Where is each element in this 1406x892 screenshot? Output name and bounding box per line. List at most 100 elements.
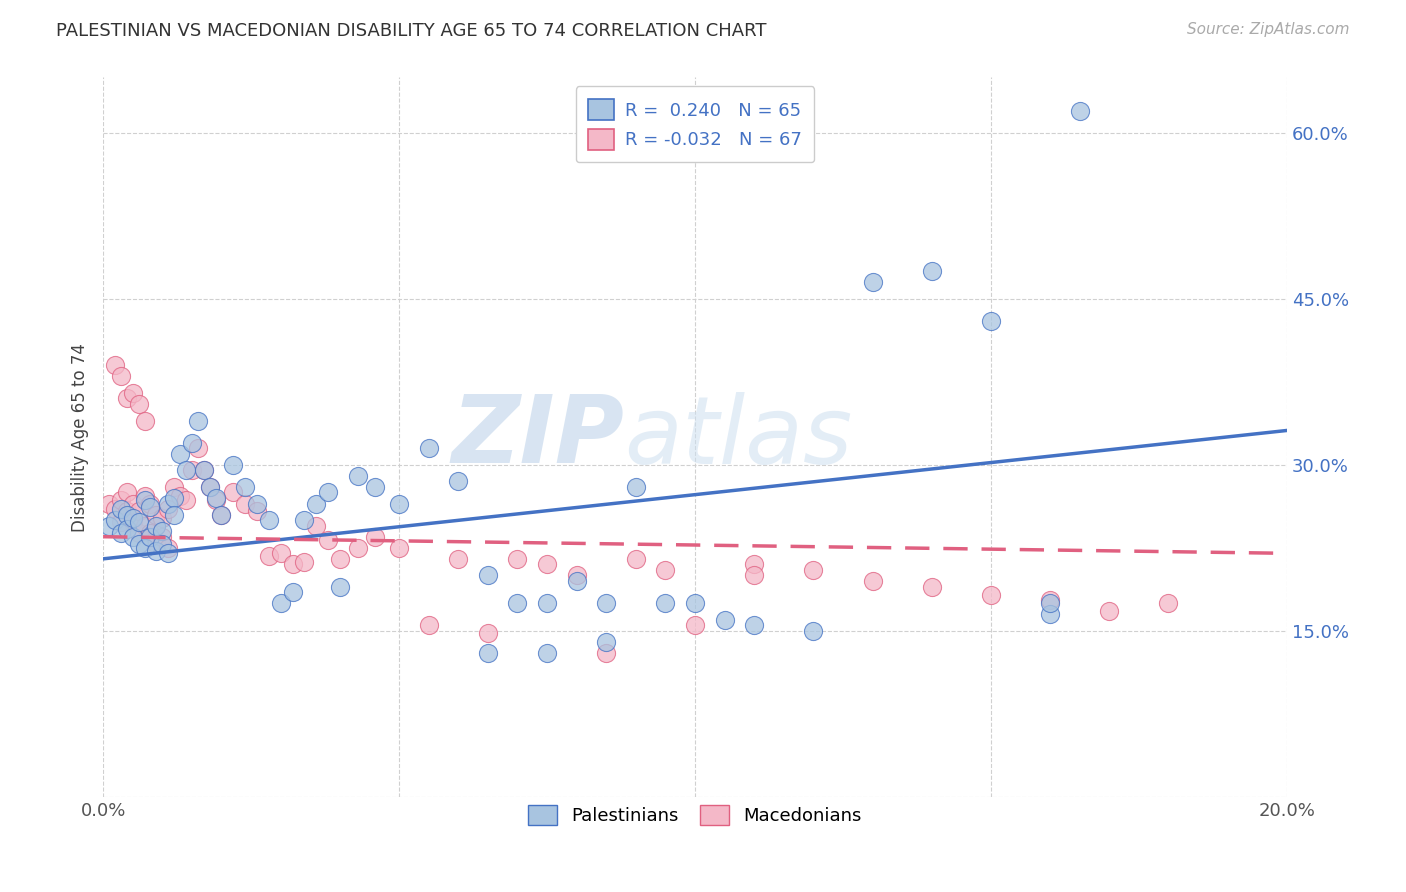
Point — [713, 613, 735, 627]
Point — [270, 546, 292, 560]
Point — [222, 485, 245, 500]
Point — [211, 508, 233, 522]
Point — [110, 369, 132, 384]
Point — [211, 508, 233, 522]
Point — [246, 504, 269, 518]
Y-axis label: Disability Age 65 to 74: Disability Age 65 to 74 — [72, 343, 89, 532]
Point — [145, 508, 167, 522]
Point — [157, 496, 180, 510]
Point — [134, 489, 156, 503]
Point — [110, 502, 132, 516]
Point — [128, 504, 150, 518]
Legend: Palestinians, Macedonians: Palestinians, Macedonians — [519, 796, 872, 835]
Point — [477, 568, 499, 582]
Point — [128, 526, 150, 541]
Point — [163, 508, 186, 522]
Point — [139, 496, 162, 510]
Point — [305, 496, 328, 510]
Point — [193, 463, 215, 477]
Point — [115, 485, 138, 500]
Point — [134, 518, 156, 533]
Point — [683, 596, 706, 610]
Point — [329, 580, 352, 594]
Point — [104, 513, 127, 527]
Point — [139, 530, 162, 544]
Point — [139, 526, 162, 541]
Point — [110, 493, 132, 508]
Point — [624, 480, 647, 494]
Point — [98, 496, 121, 510]
Point — [654, 563, 676, 577]
Point — [595, 635, 617, 649]
Point — [346, 541, 368, 555]
Point — [447, 475, 470, 489]
Point — [233, 496, 256, 510]
Point — [169, 489, 191, 503]
Point — [921, 580, 943, 594]
Point — [169, 447, 191, 461]
Point — [1098, 604, 1121, 618]
Point — [98, 518, 121, 533]
Point — [246, 496, 269, 510]
Point — [134, 541, 156, 555]
Point — [233, 480, 256, 494]
Point — [121, 511, 143, 525]
Point — [145, 537, 167, 551]
Point — [187, 413, 209, 427]
Point — [128, 397, 150, 411]
Point — [121, 496, 143, 510]
Point — [174, 493, 197, 508]
Point — [292, 513, 315, 527]
Point — [1157, 596, 1180, 610]
Point — [150, 530, 173, 544]
Point — [292, 555, 315, 569]
Point — [683, 618, 706, 632]
Point — [157, 541, 180, 555]
Point — [150, 537, 173, 551]
Point — [180, 435, 202, 450]
Point — [595, 596, 617, 610]
Text: atlas: atlas — [624, 392, 852, 483]
Point — [921, 264, 943, 278]
Point — [506, 552, 529, 566]
Point — [536, 646, 558, 660]
Point — [193, 463, 215, 477]
Point — [1039, 596, 1062, 610]
Point — [742, 568, 765, 582]
Point — [305, 518, 328, 533]
Point — [281, 585, 304, 599]
Point — [1039, 592, 1062, 607]
Point — [281, 558, 304, 572]
Point — [121, 530, 143, 544]
Point — [980, 588, 1002, 602]
Point — [110, 516, 132, 530]
Point — [222, 458, 245, 472]
Point — [418, 441, 440, 455]
Point — [418, 618, 440, 632]
Point — [346, 468, 368, 483]
Point — [257, 513, 280, 527]
Point — [145, 544, 167, 558]
Point — [128, 516, 150, 530]
Point — [595, 646, 617, 660]
Point — [110, 526, 132, 541]
Point — [980, 314, 1002, 328]
Point — [1069, 103, 1091, 118]
Point — [477, 626, 499, 640]
Point — [329, 552, 352, 566]
Point — [174, 463, 197, 477]
Point — [862, 574, 884, 588]
Point — [128, 537, 150, 551]
Point — [742, 558, 765, 572]
Point — [204, 493, 226, 508]
Point — [536, 596, 558, 610]
Point — [257, 549, 280, 563]
Text: ZIP: ZIP — [451, 391, 624, 483]
Point — [187, 441, 209, 455]
Point — [139, 500, 162, 514]
Point — [477, 646, 499, 660]
Text: PALESTINIAN VS MACEDONIAN DISABILITY AGE 65 TO 74 CORRELATION CHART: PALESTINIAN VS MACEDONIAN DISABILITY AGE… — [56, 22, 766, 40]
Point — [316, 485, 339, 500]
Point — [150, 511, 173, 525]
Point — [115, 522, 138, 536]
